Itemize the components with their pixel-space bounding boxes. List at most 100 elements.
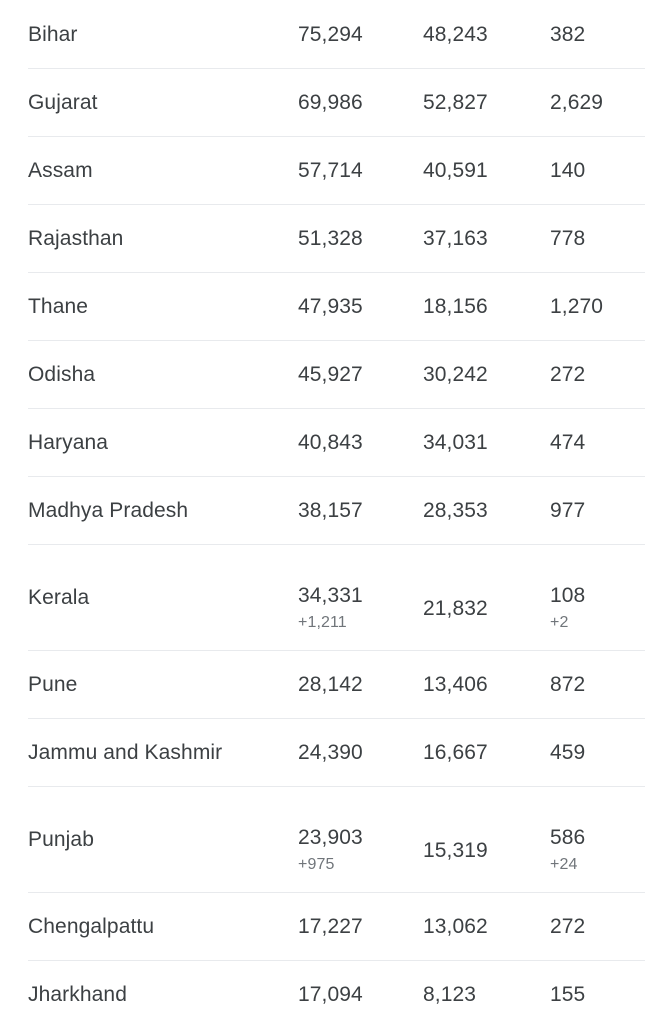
cell-region: Chengalpattu [28, 913, 298, 940]
cell-region: Haryana [28, 429, 298, 456]
cell-recovered-value: 28,353 [423, 498, 488, 522]
cell-deaths: 382 [550, 21, 645, 48]
cell-deaths-value: 778 [550, 226, 586, 250]
cell-confirmed: 28,142 [298, 671, 423, 698]
cell-deaths-value: 272 [550, 914, 586, 938]
cell-confirmed: 34,331 +1,211 [298, 560, 423, 635]
cell-confirmed-value: 24,390 [298, 740, 363, 764]
cell-confirmed: 51,328 [298, 225, 423, 252]
cell-deaths: 474 [550, 429, 645, 456]
cell-deaths-value: 382 [550, 22, 586, 46]
cell-recovered-value: 8,123 [423, 982, 477, 1006]
cell-confirmed: 40,843 [298, 429, 423, 456]
cell-recovered-value: 13,062 [423, 914, 488, 938]
cell-recovered: 37,163 [423, 225, 550, 252]
cell-deaths: 140 [550, 157, 645, 184]
cell-recovered: 15,319 [423, 815, 550, 864]
cell-recovered-value: 30,242 [423, 362, 488, 386]
cell-confirmed-value: 17,227 [298, 914, 363, 938]
table-row[interactable]: Kerala 34,331 +1,211 21,832 108 +2 [0, 544, 645, 650]
table-row[interactable]: Bihar 75,294 48,243 382 [0, 0, 645, 68]
cell-deaths-value: 140 [550, 158, 586, 182]
cell-recovered-value: 16,667 [423, 740, 488, 764]
region-label: Pune [28, 672, 78, 696]
region-label: Haryana [28, 430, 109, 454]
cell-recovered: 40,591 [423, 157, 550, 184]
table-row[interactable]: Punjab 23,903 +975 15,319 586 +24 [0, 786, 645, 892]
table-row[interactable]: Jammu and Kashmir 24,390 16,667 459 [0, 718, 645, 786]
cell-confirmed-value: 23,903 [298, 825, 363, 849]
region-label: Bihar [28, 22, 78, 46]
cell-confirmed-delta: +975 [298, 855, 335, 873]
cell-deaths-value: 872 [550, 672, 586, 696]
cell-deaths-value: 586 [550, 825, 586, 849]
table-row[interactable]: Rajasthan 51,328 37,163 778 [0, 204, 645, 272]
cell-deaths-value: 1,270 [550, 294, 604, 318]
cell-confirmed-delta: +1,211 [298, 613, 347, 631]
cell-confirmed-value: 75,294 [298, 22, 363, 46]
table-row[interactable]: Gujarat 69,986 52,827 2,629 [0, 68, 645, 136]
region-label: Chengalpattu [28, 914, 155, 938]
table-row[interactable]: Pune 28,142 13,406 872 [0, 650, 645, 718]
cell-recovered: 48,243 [423, 21, 550, 48]
table-row[interactable]: Assam 57,714 40,591 140 [0, 136, 645, 204]
cell-region: Assam [28, 157, 298, 184]
cell-deaths: 977 [550, 497, 645, 524]
cell-confirmed: 47,935 [298, 293, 423, 320]
cell-recovered-value: 52,827 [423, 90, 488, 114]
cell-confirmed-value: 45,927 [298, 362, 363, 386]
cell-region: Thane [28, 293, 298, 320]
region-label: Jharkhand [28, 982, 127, 1006]
table-row[interactable]: Madhya Pradesh 38,157 28,353 977 [0, 476, 645, 544]
table-row[interactable]: Chengalpattu 17,227 13,062 272 [0, 892, 645, 960]
region-label: Odisha [28, 362, 96, 386]
cell-recovered: 8,123 [423, 981, 550, 1008]
cell-deaths-delta: +2 [550, 613, 569, 631]
cell-confirmed: 57,714 [298, 157, 423, 184]
cell-confirmed-value: 28,142 [298, 672, 363, 696]
cell-recovered-value: 37,163 [423, 226, 488, 250]
cell-recovered: 21,832 [423, 573, 550, 622]
region-label: Thane [28, 294, 89, 318]
cell-region: Odisha [28, 361, 298, 388]
cell-recovered: 18,156 [423, 293, 550, 320]
region-label: Assam [28, 158, 93, 182]
table-row[interactable]: Odisha 45,927 30,242 272 [0, 340, 645, 408]
cell-deaths-value: 977 [550, 498, 586, 522]
cell-confirmed: 38,157 [298, 497, 423, 524]
cell-deaths: 459 [550, 739, 645, 766]
cell-region: Bihar [28, 21, 298, 48]
cell-confirmed-value: 38,157 [298, 498, 363, 522]
cell-region: Gujarat [28, 89, 298, 116]
cell-region: Kerala [28, 584, 298, 611]
cell-recovered: 13,406 [423, 671, 550, 698]
region-label: Kerala [28, 585, 90, 609]
cell-deaths-delta: +24 [550, 855, 578, 873]
cell-confirmed-value: 40,843 [298, 430, 363, 454]
cell-recovered-value: 15,319 [423, 838, 488, 862]
cell-confirmed-value: 47,935 [298, 294, 363, 318]
cell-recovered-value: 34,031 [423, 430, 488, 454]
cell-deaths-value: 108 [550, 583, 586, 607]
cell-region: Jharkhand [28, 981, 298, 1008]
region-label: Madhya Pradesh [28, 498, 189, 522]
cell-region: Pune [28, 671, 298, 698]
cell-recovered: 30,242 [423, 361, 550, 388]
cell-confirmed: 17,227 [298, 913, 423, 940]
table-row[interactable]: Jharkhand 17,094 8,123 155 [0, 960, 645, 1028]
cell-deaths: 272 [550, 361, 645, 388]
cell-recovered: 52,827 [423, 89, 550, 116]
cell-deaths: 272 [550, 913, 645, 940]
cell-deaths: 2,629 [550, 89, 645, 116]
cell-confirmed-value: 17,094 [298, 982, 363, 1006]
cell-confirmed: 17,094 [298, 981, 423, 1008]
region-label: Rajasthan [28, 226, 124, 250]
table-row[interactable]: Thane 47,935 18,156 1,270 [0, 272, 645, 340]
cell-confirmed: 69,986 [298, 89, 423, 116]
cell-confirmed: 23,903 +975 [298, 802, 423, 877]
cell-recovered-value: 40,591 [423, 158, 488, 182]
cell-deaths: 778 [550, 225, 645, 252]
cell-recovered-value: 13,406 [423, 672, 488, 696]
cell-confirmed-value: 69,986 [298, 90, 363, 114]
table-row[interactable]: Haryana 40,843 34,031 474 [0, 408, 645, 476]
